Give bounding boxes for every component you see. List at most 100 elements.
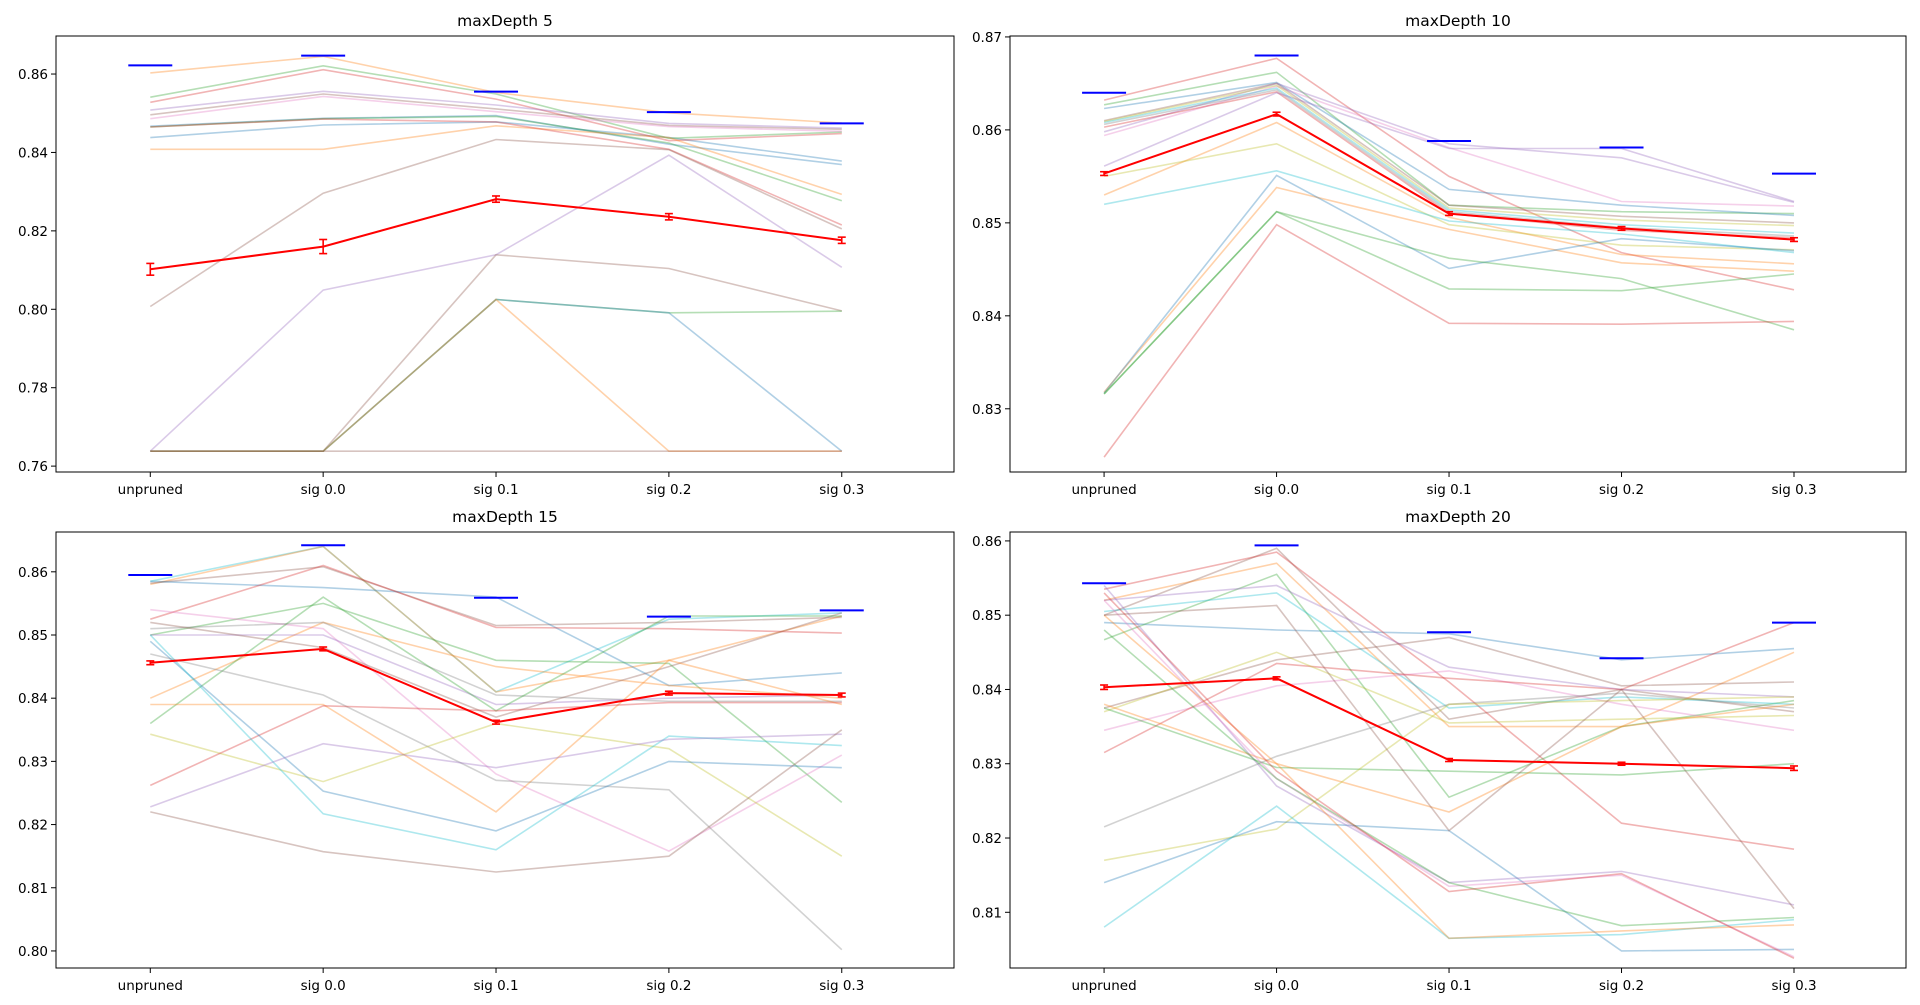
x-tick-label: unpruned <box>118 978 183 994</box>
series-line-14 <box>1103 186 1795 393</box>
y-tick-label: 0.86 <box>972 534 1002 550</box>
mean-line <box>150 198 842 271</box>
series-line-5 <box>150 602 843 804</box>
series-line-1 <box>150 545 842 693</box>
x-tick-label: unpruned <box>118 482 183 498</box>
series-line-12 <box>150 659 842 813</box>
subplot-maxdepth-2: maxDepth 15 0.80 0.81 0.82 0.83 0.84 0.85 0.86 u… <box>18 508 955 994</box>
series-line-1 <box>1103 547 1795 721</box>
series-line-9 <box>150 634 842 706</box>
y-tick-label: 0.84 <box>18 691 48 707</box>
axes-frame <box>55 35 955 473</box>
x-tick-label: sig 0.3 <box>1771 482 1816 498</box>
series-line-3 <box>1103 82 1795 204</box>
x-tick-label: sig 0.1 <box>1426 978 1471 994</box>
series-line-0 <box>1104 621 1795 661</box>
subplot-maxdepth-1: maxDepth 10 0.83 0.84 0.85 0.86 0.87 unpruned s… <box>972 12 1907 498</box>
x-tick-label: sig 0.0 <box>1254 978 1299 994</box>
x-tick-label: sig 0.0 <box>301 978 346 994</box>
series-line-9 <box>150 124 843 196</box>
series-line-15 <box>1103 174 1795 394</box>
series-line-12 <box>1103 142 1795 251</box>
series-line-1 <box>1103 71 1795 215</box>
axes-frame <box>1009 35 1907 473</box>
y-tick-label: 0.81 <box>18 881 48 897</box>
series-line-0 <box>150 545 842 693</box>
plot-area <box>128 54 864 453</box>
series-line-15 <box>1103 820 1795 952</box>
series-line-14 <box>1103 696 1795 862</box>
y-tick-label: 0.78 <box>18 381 48 397</box>
series-line-10 <box>1103 651 1795 724</box>
series-line-8 <box>150 115 843 202</box>
series-line-16 <box>149 640 842 832</box>
series-line-11 <box>1103 121 1795 265</box>
subplot-maxdepth-0: maxDepth 5 0.76 0.78 0.80 0.82 0.84 0.86 unprun… <box>18 12 955 498</box>
y-tick-label: 0.85 <box>972 216 1002 232</box>
y-tick-label: 0.83 <box>972 757 1002 773</box>
x-tick-label: unpruned <box>1071 482 1136 498</box>
y-tick-label: 0.86 <box>972 123 1002 139</box>
series-line-17 <box>1103 210 1795 395</box>
series-line-2 <box>1103 81 1795 217</box>
series-line-3 <box>1103 573 1795 799</box>
series-line-5 <box>1103 82 1795 224</box>
x-tick-label: sig 0.3 <box>1771 978 1816 994</box>
y-tick-label: 0.85 <box>972 608 1002 624</box>
axes-frame <box>55 531 955 969</box>
y-tick-label: 0.82 <box>972 831 1002 847</box>
series-line-17 <box>149 634 842 851</box>
series-line-7 <box>1103 87 1795 234</box>
series-line-6 <box>1103 84 1795 227</box>
subplot-title: maxDepth 20 <box>1405 508 1511 526</box>
x-tick-label: sig 0.1 <box>473 978 518 994</box>
subplot-title: maxDepth 15 <box>452 508 558 526</box>
x-tick-label: sig 0.2 <box>1599 482 1644 498</box>
y-tick-label: 0.80 <box>18 302 48 318</box>
y-tick-label: 0.82 <box>18 818 48 834</box>
series-line-14 <box>150 298 842 453</box>
plot-area <box>1082 54 1816 458</box>
series-line-19 <box>150 729 843 873</box>
y-tick-label: 0.82 <box>18 224 48 240</box>
series-line-6 <box>1104 584 1795 698</box>
series-line-6 <box>150 608 843 852</box>
series-line-3 <box>150 68 842 142</box>
series-line-18 <box>150 733 842 808</box>
series-line-0 <box>1103 57 1795 291</box>
y-tick-label: 0.84 <box>18 145 48 161</box>
x-tick-label: sig 0.3 <box>819 978 864 994</box>
y-tick-label: 0.81 <box>972 905 1002 921</box>
y-tick-label: 0.87 <box>972 30 1002 46</box>
y-tick-label: 0.83 <box>972 402 1002 418</box>
y-tick-label: 0.84 <box>972 309 1002 325</box>
subplot-maxdepth-3: maxDepth 20 0.81 0.82 0.83 0.84 0.85 0.86 unpru… <box>972 508 1907 994</box>
subplot-title: maxDepth 5 <box>457 12 553 30</box>
x-tick-label: sig 0.2 <box>1599 978 1644 994</box>
series-line-8 <box>150 621 842 703</box>
series-line-22 <box>1103 592 1795 960</box>
x-tick-label: sig 0.0 <box>301 482 346 498</box>
series-line-13 <box>150 653 843 951</box>
series-line-2 <box>1103 551 1795 850</box>
series-line-5 <box>150 93 842 131</box>
series-line-18 <box>1103 599 1795 958</box>
series-line-18 <box>1103 223 1795 458</box>
series-line-11 <box>149 138 843 308</box>
y-tick-label: 0.86 <box>18 565 48 581</box>
series-line-10 <box>150 612 843 718</box>
series-line-16 <box>1103 210 1795 395</box>
series-line-17 <box>1103 584 1795 906</box>
subplot-title: maxDepth 10 <box>1405 12 1511 30</box>
series-line-12 <box>1103 692 1795 828</box>
series-line-11 <box>149 596 842 725</box>
series-line-4 <box>150 564 842 634</box>
series-line-7 <box>149 621 842 699</box>
x-tick-label: sig 0.2 <box>646 978 691 994</box>
series-line-4 <box>1103 562 1795 728</box>
plot-area <box>1082 544 1816 960</box>
y-tick-label: 0.84 <box>972 682 1002 698</box>
x-tick-label: sig 0.0 <box>1254 482 1299 498</box>
x-tick-label: sig 0.1 <box>1426 482 1471 498</box>
